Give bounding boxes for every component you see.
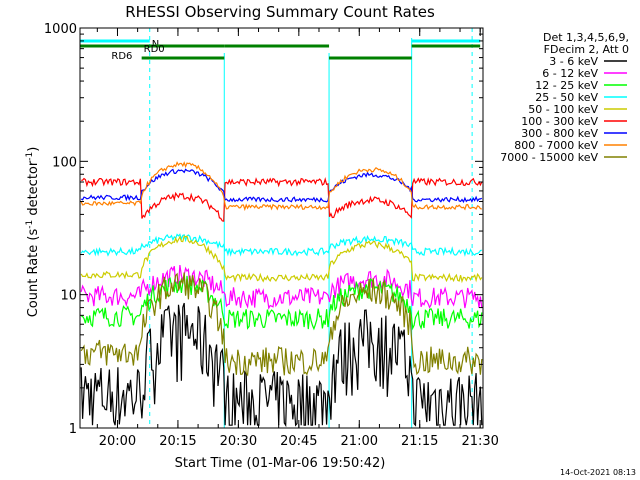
x-axis: 20:00 20:15 20:30 20:45 21:00 21:15 21:30 xyxy=(96,28,499,449)
series-line xyxy=(80,272,483,377)
chart-title: RHESSI Observing Summary Count Rates xyxy=(125,3,435,21)
legend-label: 6 - 12 keV xyxy=(542,67,598,80)
legend-label: 7000 - 15000 keV xyxy=(500,151,598,164)
series-line xyxy=(80,265,483,310)
y-tick-label: 1 xyxy=(69,422,77,437)
series-line xyxy=(80,168,483,204)
y-tick-label: 1000 xyxy=(44,22,77,37)
series-line xyxy=(81,176,483,222)
x-tick-label: 20:45 xyxy=(280,434,317,449)
flag-label: RD0 xyxy=(144,44,165,55)
x-tick-label: 20:30 xyxy=(220,434,257,449)
plot-frame xyxy=(79,27,484,429)
legend-label: 12 - 25 keV xyxy=(535,79,598,92)
legend-header-line-1: Det 1,3,4,5,6,9, xyxy=(543,31,629,44)
y-tick-label: 100 xyxy=(52,155,77,170)
series-line xyxy=(80,161,483,212)
x-tick-label: 20:15 xyxy=(159,434,196,449)
series-line xyxy=(80,302,483,428)
y-axis: 1 10 100 1000 xyxy=(44,22,483,437)
legend-label: 25 - 50 keV xyxy=(535,91,598,104)
legend-label: 3 - 6 keV xyxy=(549,55,598,68)
generated-timestamp: 14-Oct-2021 08:13 xyxy=(560,468,636,477)
series-line xyxy=(80,233,482,257)
legend-header-line-2: FDecim 2, Att 0 xyxy=(544,43,629,56)
y-axis-label: Count Rate (s-1 detector-1) xyxy=(25,147,41,318)
series-line xyxy=(80,275,483,331)
legend-label: 50 - 100 keV xyxy=(528,103,598,116)
legend-label: 100 - 300 keV xyxy=(521,115,598,128)
flag-label: RD6 xyxy=(111,51,132,62)
x-tick-label: 21:00 xyxy=(341,434,378,449)
series-line xyxy=(80,235,483,284)
x-tick-label: 20:00 xyxy=(99,434,136,449)
legend-label: 300 - 800 keV xyxy=(521,127,598,140)
plot-layer: NRD0RD6 xyxy=(80,28,483,428)
legend-label: 800 - 7000 keV xyxy=(514,139,598,152)
x-tick-label: 21:30 xyxy=(461,434,498,449)
y-tick-label: 10 xyxy=(60,289,77,304)
x-axis-label: Start Time (01-Mar-06 19:50:42) xyxy=(175,456,386,471)
x-tick-label: 21:15 xyxy=(401,434,438,449)
